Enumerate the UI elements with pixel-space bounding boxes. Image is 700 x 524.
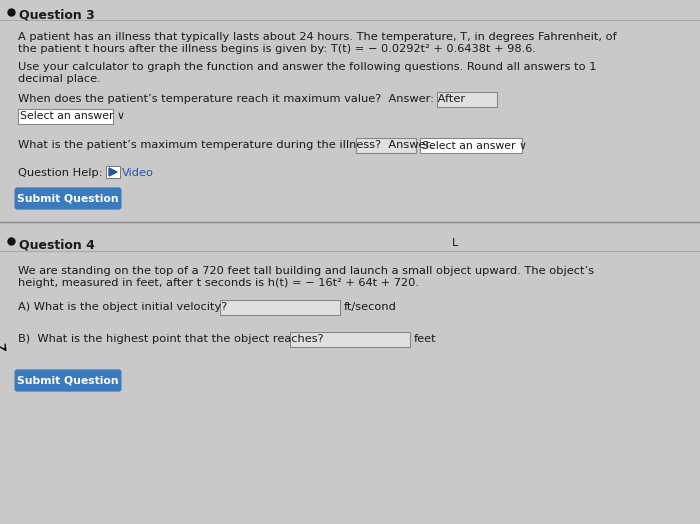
Text: We are standing on the top of a 720 feet tall building and launch a small object: We are standing on the top of a 720 feet… xyxy=(18,266,594,276)
Text: L: L xyxy=(452,238,458,248)
Polygon shape xyxy=(109,168,117,176)
Bar xyxy=(220,300,340,315)
Text: Submit Question: Submit Question xyxy=(18,193,119,203)
Text: Question 3: Question 3 xyxy=(19,9,94,22)
FancyBboxPatch shape xyxy=(15,369,122,391)
Text: Question Help:: Question Help: xyxy=(18,168,103,178)
FancyBboxPatch shape xyxy=(15,188,122,210)
Text: Use your calculator to graph the function and answer the following questions. Ro: Use your calculator to graph the functio… xyxy=(18,62,596,72)
Bar xyxy=(420,138,522,153)
Bar xyxy=(106,166,120,178)
Bar xyxy=(290,332,410,347)
Bar xyxy=(18,109,113,124)
Text: decimal place.: decimal place. xyxy=(18,74,101,84)
Text: ft/second: ft/second xyxy=(344,302,397,312)
Text: A patient has an illness that typically lasts about 24 hours. The temperature, T: A patient has an illness that typically … xyxy=(18,32,617,42)
Text: When does the patient’s temperature reach it maximum value?  Answer: After: When does the patient’s temperature reac… xyxy=(18,94,465,104)
Text: B)  What is the highest point that the object reaches?: B) What is the highest point that the ob… xyxy=(18,334,323,344)
Bar xyxy=(356,138,416,153)
Text: Select an answer ∨: Select an answer ∨ xyxy=(422,141,527,151)
Text: What is the patient’s maximum temperature during the illness?  Answer:: What is the patient’s maximum temperatur… xyxy=(18,140,434,150)
Text: Submit Question: Submit Question xyxy=(18,376,119,386)
Text: Video: Video xyxy=(122,168,154,178)
Text: feet: feet xyxy=(414,334,437,344)
Text: Question 4: Question 4 xyxy=(19,238,95,251)
Text: Select an answer ∨: Select an answer ∨ xyxy=(20,111,125,121)
Text: height, measured in feet, after t seconds is h(t) = − 16t² + 64t + 720.: height, measured in feet, after t second… xyxy=(18,278,419,288)
Text: A) What is the object initial velocity?: A) What is the object initial velocity? xyxy=(18,302,227,312)
Text: the patient t hours after the illness begins is given by: T(t) = − 0.0292t² + 0.: the patient t hours after the illness be… xyxy=(18,44,536,54)
Bar xyxy=(437,92,497,107)
